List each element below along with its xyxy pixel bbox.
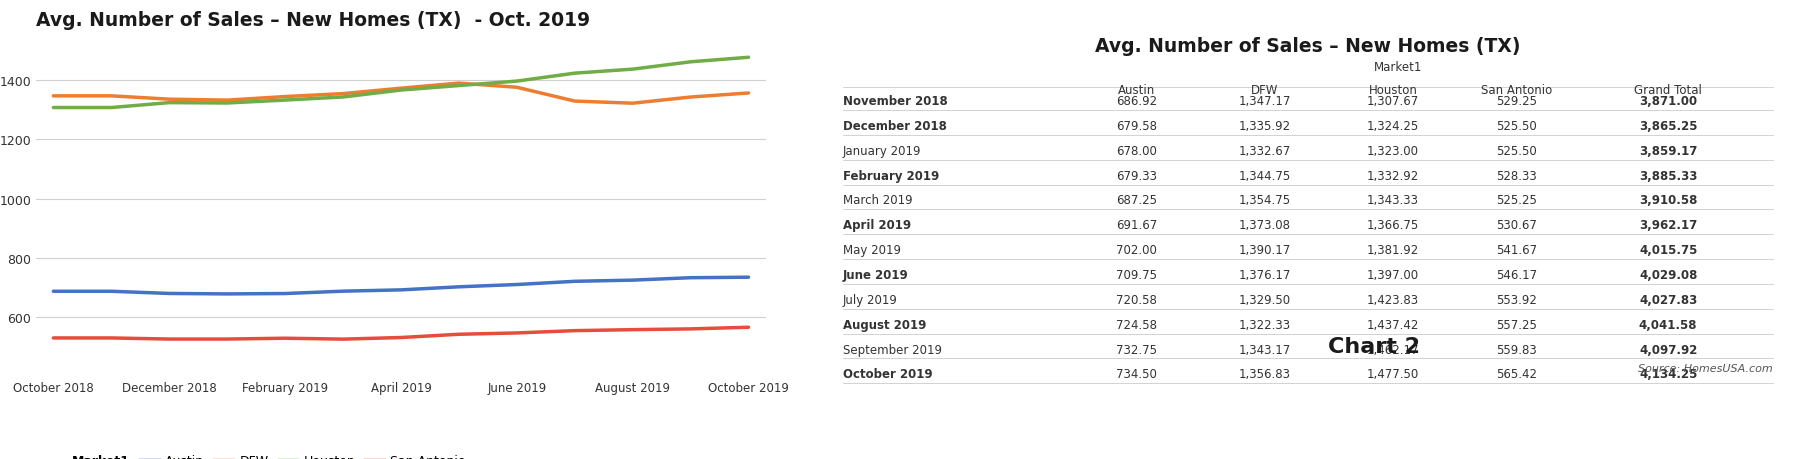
- Text: 1,324.25: 1,324.25: [1366, 120, 1418, 133]
- Text: 4,041.58: 4,041.58: [1638, 318, 1697, 331]
- Text: 3,962.17: 3,962.17: [1640, 219, 1697, 232]
- Text: 709.75: 709.75: [1116, 269, 1157, 281]
- Text: 734.50: 734.50: [1116, 368, 1157, 381]
- Text: 525.25: 525.25: [1496, 194, 1537, 207]
- Text: San Antonio: San Antonio: [1481, 84, 1552, 97]
- Text: March 2019: March 2019: [842, 194, 913, 207]
- Legend: Market1, Austin, DFW, Houston, San Antonio: Market1, Austin, DFW, Houston, San Anton…: [41, 449, 472, 459]
- Text: 1,343.33: 1,343.33: [1366, 194, 1418, 207]
- Text: 1,423.83: 1,423.83: [1366, 293, 1418, 306]
- Text: June 2019: June 2019: [842, 269, 909, 281]
- Text: Avg. Number of Sales – New Homes (TX)  - Oct. 2019: Avg. Number of Sales – New Homes (TX) - …: [36, 11, 590, 30]
- Text: Chart 2: Chart 2: [1328, 336, 1420, 356]
- Text: 4,134.25: 4,134.25: [1640, 368, 1697, 381]
- Text: 4,029.08: 4,029.08: [1640, 269, 1697, 281]
- Text: DFW: DFW: [1251, 84, 1278, 97]
- Text: April 2019: April 2019: [842, 219, 911, 232]
- Text: 678.00: 678.00: [1116, 145, 1157, 157]
- Text: 1,354.75: 1,354.75: [1238, 194, 1291, 207]
- Text: 679.33: 679.33: [1116, 169, 1157, 182]
- Text: 3,885.33: 3,885.33: [1640, 169, 1697, 182]
- Text: 1,332.92: 1,332.92: [1366, 169, 1418, 182]
- Text: January 2019: January 2019: [842, 145, 922, 157]
- Text: July 2019: July 2019: [842, 293, 898, 306]
- Text: Source: HomesUSA.com: Source: HomesUSA.com: [1638, 363, 1773, 373]
- Text: August 2019: August 2019: [842, 318, 925, 331]
- Text: 724.58: 724.58: [1116, 318, 1157, 331]
- Text: 1,477.50: 1,477.50: [1366, 368, 1418, 381]
- Text: October 2019: October 2019: [842, 368, 932, 381]
- Text: 1,437.42: 1,437.42: [1366, 318, 1418, 331]
- Text: 1,332.67: 1,332.67: [1238, 145, 1291, 157]
- Text: 1,335.92: 1,335.92: [1238, 120, 1291, 133]
- Text: 3,865.25: 3,865.25: [1638, 120, 1697, 133]
- Text: 686.92: 686.92: [1116, 95, 1157, 108]
- Text: 720.58: 720.58: [1116, 293, 1157, 306]
- Text: 1,329.50: 1,329.50: [1238, 293, 1291, 306]
- Text: 1,344.75: 1,344.75: [1238, 169, 1291, 182]
- Text: 1,343.17: 1,343.17: [1238, 343, 1291, 356]
- Text: 4,027.83: 4,027.83: [1640, 293, 1697, 306]
- Text: 1,373.08: 1,373.08: [1238, 219, 1291, 232]
- Text: 1,322.33: 1,322.33: [1238, 318, 1291, 331]
- Text: 541.67: 541.67: [1496, 244, 1537, 257]
- Text: 553.92: 553.92: [1496, 293, 1537, 306]
- Text: May 2019: May 2019: [842, 244, 900, 257]
- Text: 687.25: 687.25: [1116, 194, 1157, 207]
- Text: 546.17: 546.17: [1496, 269, 1537, 281]
- Text: 1,462.17: 1,462.17: [1366, 343, 1418, 356]
- Text: 1,307.67: 1,307.67: [1366, 95, 1418, 108]
- Text: 528.33: 528.33: [1496, 169, 1537, 182]
- Text: 525.50: 525.50: [1496, 145, 1537, 157]
- Text: Houston: Houston: [1368, 84, 1417, 97]
- Text: Market1: Market1: [1373, 61, 1422, 74]
- Text: 559.83: 559.83: [1496, 343, 1537, 356]
- Text: 3,910.58: 3,910.58: [1640, 194, 1697, 207]
- Text: February 2019: February 2019: [842, 169, 940, 182]
- Text: December 2018: December 2018: [842, 120, 947, 133]
- Text: 691.67: 691.67: [1116, 219, 1157, 232]
- Text: 1,347.17: 1,347.17: [1238, 95, 1291, 108]
- Text: 530.67: 530.67: [1496, 219, 1537, 232]
- Text: 4,015.75: 4,015.75: [1640, 244, 1697, 257]
- Text: 1,323.00: 1,323.00: [1366, 145, 1418, 157]
- Text: September 2019: September 2019: [842, 343, 941, 356]
- Text: 565.42: 565.42: [1496, 368, 1537, 381]
- Text: 1,381.92: 1,381.92: [1366, 244, 1418, 257]
- Text: Avg. Number of Sales – New Homes (TX): Avg. Number of Sales – New Homes (TX): [1094, 37, 1521, 56]
- Text: 3,859.17: 3,859.17: [1640, 145, 1697, 157]
- Text: 529.25: 529.25: [1496, 95, 1537, 108]
- Text: 4,097.92: 4,097.92: [1640, 343, 1697, 356]
- Text: 1,376.17: 1,376.17: [1238, 269, 1291, 281]
- Text: 1,356.83: 1,356.83: [1238, 368, 1291, 381]
- Text: 1,390.17: 1,390.17: [1238, 244, 1291, 257]
- Text: 3,871.00: 3,871.00: [1640, 95, 1697, 108]
- Text: 732.75: 732.75: [1116, 343, 1157, 356]
- Text: 1,366.75: 1,366.75: [1366, 219, 1418, 232]
- Text: 1,397.00: 1,397.00: [1366, 269, 1418, 281]
- Text: Grand Total: Grand Total: [1634, 84, 1703, 97]
- Text: 702.00: 702.00: [1116, 244, 1157, 257]
- Text: 679.58: 679.58: [1116, 120, 1157, 133]
- Text: November 2018: November 2018: [842, 95, 947, 108]
- Text: Austin: Austin: [1118, 84, 1156, 97]
- Text: 525.50: 525.50: [1496, 120, 1537, 133]
- Text: 557.25: 557.25: [1496, 318, 1537, 331]
